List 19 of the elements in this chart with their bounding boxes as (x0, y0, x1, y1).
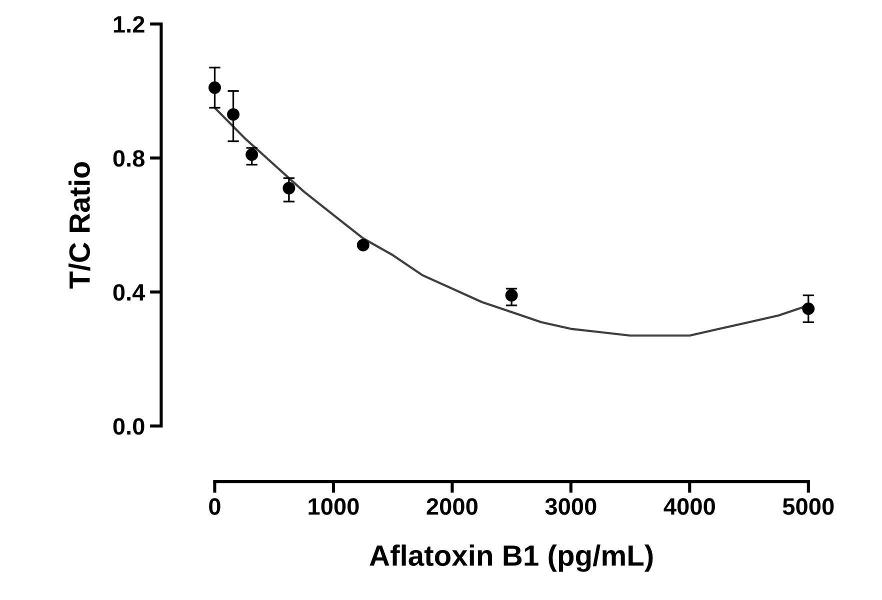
y-tick-label: 1.2 (114, 16, 144, 33)
point (802, 302, 815, 315)
y-tick-label: 0.8 (113, 150, 144, 167)
point (505, 289, 518, 302)
point (246, 148, 258, 161)
x-tick-label: 4000 (664, 498, 715, 515)
x-tick-label: 3000 (545, 498, 596, 515)
point (282, 182, 296, 194)
x-axis-title: Aflatoxin B1 (pg/mL) (370, 544, 653, 572)
y-tick-label: 0.0 (113, 418, 144, 435)
point (208, 81, 221, 94)
y-axis-title: T/C Ratio (68, 162, 90, 289)
x-tick-label: 1000 (308, 498, 359, 515)
x-tick-label: 5000 (782, 498, 834, 515)
x-tick-label: 2000 (426, 498, 478, 515)
point (227, 108, 240, 121)
x-tick-label: 0 (209, 498, 220, 515)
point (356, 238, 370, 252)
y-tick-label: 0.4 (113, 284, 146, 301)
